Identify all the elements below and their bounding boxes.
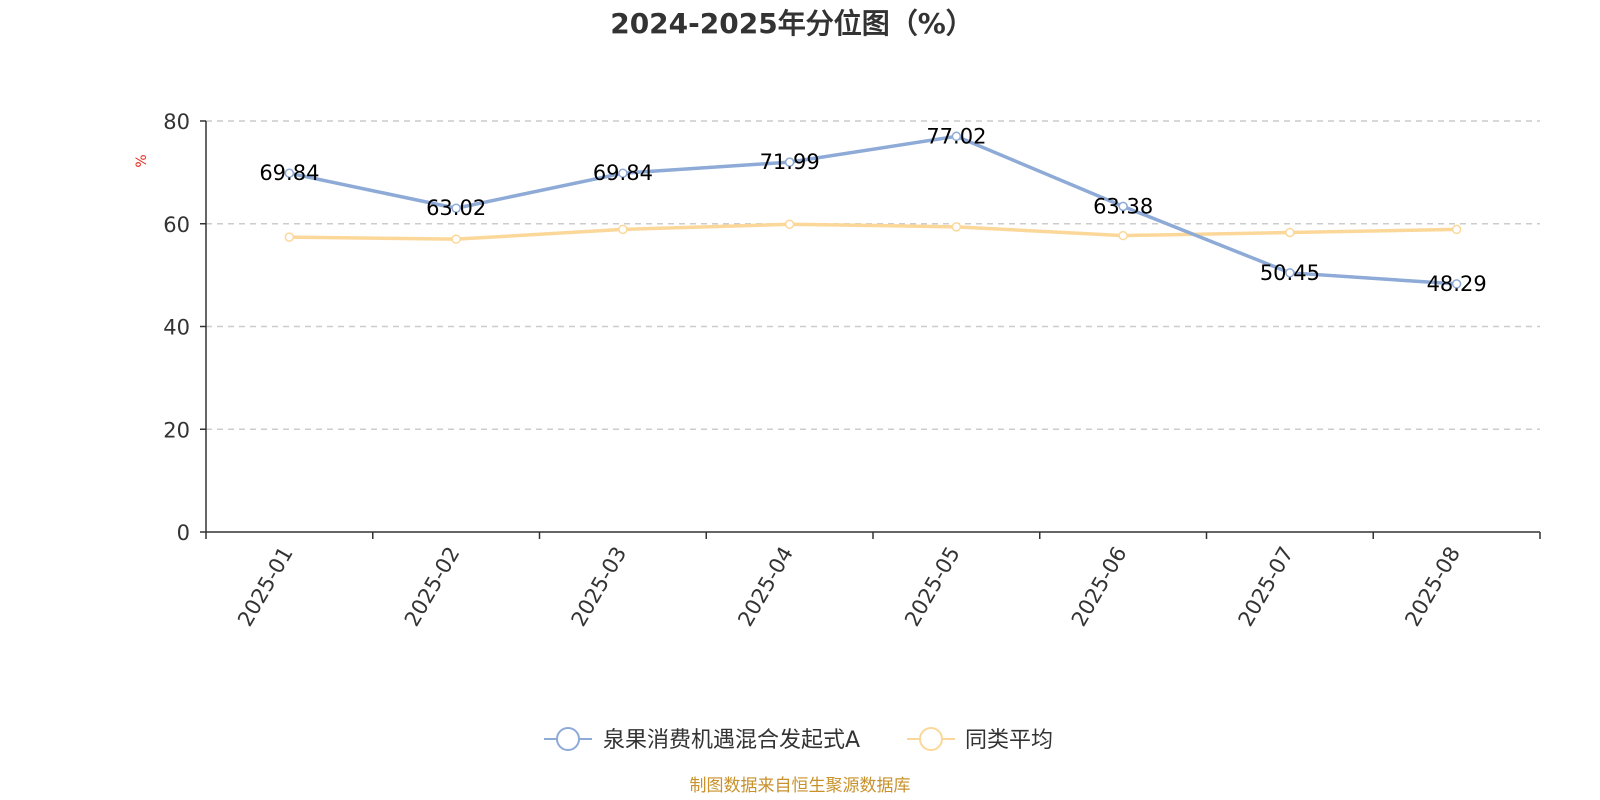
y-tick-label: 60 [163,213,190,237]
data-point [1285,227,1295,238]
y-tick-label: 40 [163,316,190,340]
data-labels: 69.84 63.02 69.84 71.99 77.02 63.38 50.45 48.29 [259,124,1486,296]
y-tick-label: 20 [163,418,190,442]
data-point [451,234,461,244]
data-point [784,219,795,230]
data-point [1451,224,1462,235]
data-label: 69.84 [259,161,319,185]
data-point [1118,201,1128,212]
data-point [618,168,628,178]
legend-swatch-marker [919,727,943,751]
data-point [618,224,628,235]
x-tick-label: 2025-06 [1067,543,1132,631]
data-label: 69.84 [593,161,653,185]
data-point [951,222,962,232]
data-point [284,168,295,178]
legend-label[interactable]: 泉果消费机遇混合发起式A [603,728,860,753]
series-layer [284,131,1462,289]
x-tick-label: 2025-03 [567,543,632,631]
data-point [284,232,295,242]
x-tick-label: 2025-02 [400,543,465,631]
data-point [1118,230,1128,241]
legend-label[interactable]: 同类平均 [965,728,1053,753]
data-point [1451,279,1462,289]
data-label: 50.45 [1260,261,1320,285]
x-tick-label: 2025-01 [233,543,298,631]
legend-swatch-marker [556,727,580,751]
series-line-0 [289,134,1457,286]
x-tick-label: 2025-04 [733,543,798,631]
data-label: 63.02 [426,196,486,220]
data-point [1285,268,1295,278]
chart-title: 2024-2025年分位图（%） [610,7,974,40]
x-tick-label: 2025-08 [1400,543,1465,631]
legend: 泉果消费机遇混合发起式A 同类平均 [544,727,1053,753]
data-point [951,131,962,142]
data-point [451,203,461,213]
data-label: 71.99 [760,150,820,174]
series-line-1 [289,222,1457,241]
gridlines [206,120,1540,430]
source-note: 制图数据来自恒生聚源数据库 [690,776,911,796]
y-tick-label: 80 [163,110,190,134]
data-label: 77.02 [926,124,986,148]
y-tick-label: 0 [177,521,190,545]
y-axis-label: % [134,154,150,167]
data-point [784,157,795,167]
data-label: 48.29 [1427,272,1487,296]
x-tick-label: 2025-07 [1234,543,1299,631]
data-label: 63.38 [1093,194,1153,218]
x-tick-label: 2025-05 [900,543,965,631]
axes: 0 20 40 60 80 2025-01 2025-02 2025-03 2025-04 202… [163,110,1541,631]
